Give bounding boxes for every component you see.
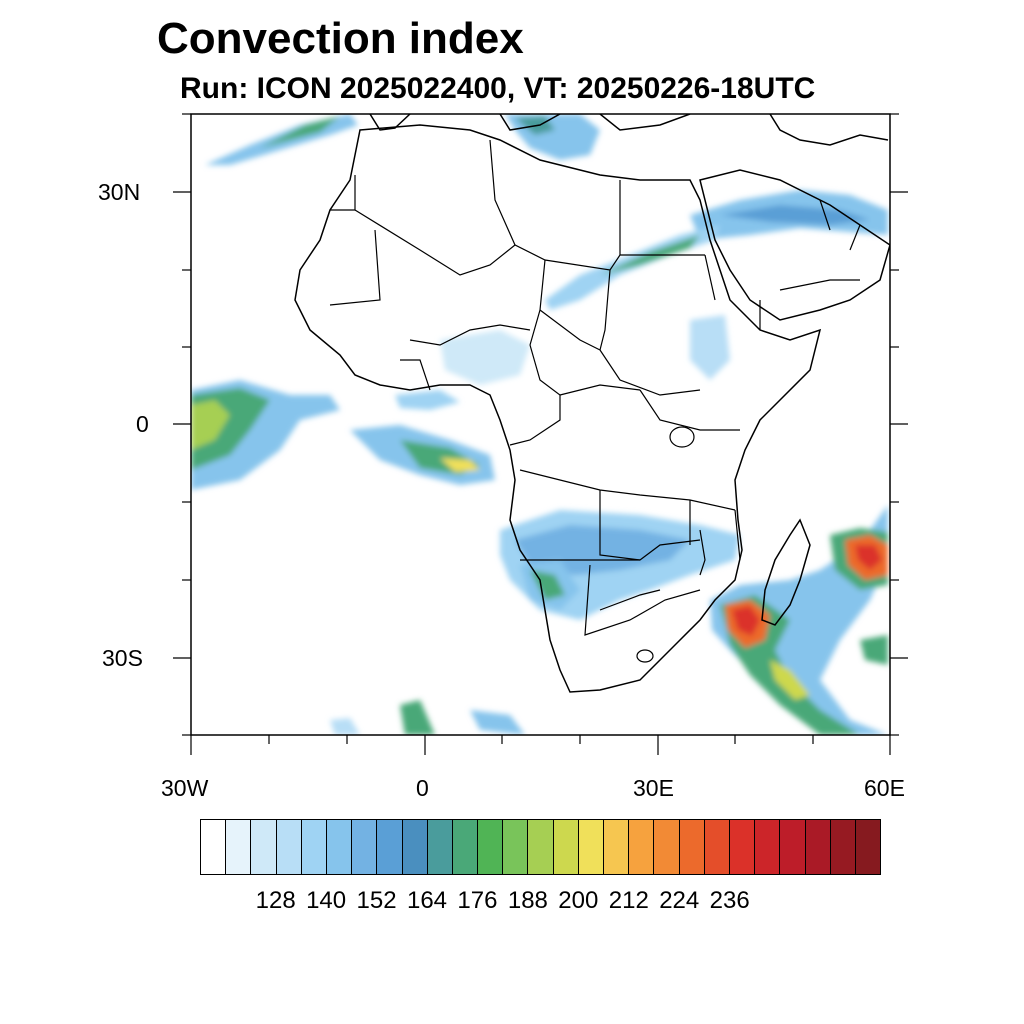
lon-ticks — [190, 735, 891, 755]
colorbar-swatch — [201, 820, 227, 874]
colorbar-label: 140 — [306, 887, 347, 914]
colorbar-swatch — [729, 820, 756, 874]
colorbar-label: 200 — [558, 887, 599, 914]
lon-label-0: 0 — [416, 775, 429, 801]
colorbar-label: 212 — [608, 887, 649, 914]
colorbar-swatch — [377, 820, 403, 874]
colorbar-swatch — [226, 820, 252, 874]
colorbar-swatch — [478, 820, 504, 874]
colorbar-swatch — [452, 820, 479, 874]
colorbar-swatch — [352, 820, 378, 874]
colorbar-label: 152 — [356, 887, 397, 914]
lat-label-30s: 30S — [102, 645, 143, 671]
colorbar-label: 164 — [406, 887, 448, 914]
colorbar-label: 236 — [709, 887, 750, 914]
chart-title: Convection index — [157, 14, 524, 63]
colorbar — [200, 819, 881, 875]
colorbar-swatch — [679, 820, 705, 874]
colorbar-label: 176 — [457, 887, 498, 914]
colorbar-swatch — [301, 820, 327, 874]
convection-field — [191, 114, 888, 735]
colorbar-swatch — [604, 820, 630, 874]
colorbar-label: 188 — [507, 887, 548, 914]
colorbar-swatch — [503, 820, 529, 874]
lon-label-30w: 30W — [161, 775, 209, 801]
colorbar-swatch — [805, 820, 831, 874]
colorbar-swatch — [830, 820, 856, 874]
colorbar-swatch — [855, 820, 881, 874]
colorbar-swatch — [326, 820, 353, 874]
country-borders — [329, 139, 861, 636]
lakes — [636, 426, 706, 663]
colorbar-label: 128 — [255, 887, 296, 914]
colorbar-swatch — [528, 820, 554, 874]
colorbar-swatch — [553, 820, 579, 874]
colorbar-swatch — [578, 820, 604, 874]
colorbar-swatch — [780, 820, 806, 874]
colorbar-swatch — [276, 820, 302, 874]
colorbar-swatch — [427, 820, 453, 874]
lat-ticks — [173, 113, 908, 736]
colorbar-swatch — [654, 820, 680, 874]
lat-label-30n: 30N — [98, 179, 141, 205]
coastlines — [294, 114, 890, 693]
lat-label-0: 0 — [136, 411, 149, 437]
chart-subtitle: Run: ICON 2025022400, VT: 20250226-18UTC — [180, 72, 816, 105]
colorbar-label: 224 — [659, 887, 700, 914]
colorbar-swatch — [704, 820, 730, 874]
colorbar-swatch — [251, 820, 277, 874]
colorbar-swatch — [755, 820, 781, 874]
lon-label-60e: 60E — [864, 775, 905, 801]
colorbar-swatch — [629, 820, 655, 874]
colorbar-swatch — [402, 820, 428, 874]
lon-label-30e: 30E — [633, 775, 674, 801]
